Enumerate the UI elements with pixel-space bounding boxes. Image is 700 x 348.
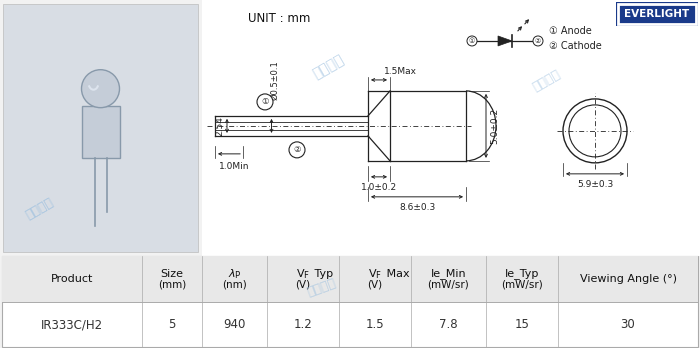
Text: λ: λ [228, 269, 235, 279]
Text: 1.0Min: 1.0Min [219, 162, 249, 171]
Circle shape [569, 105, 621, 157]
Text: V: V [298, 269, 304, 279]
Text: V: V [369, 269, 377, 279]
Bar [390, 91, 466, 161]
Circle shape [289, 142, 305, 158]
Text: UNIT : mm: UNIT : mm [248, 12, 310, 25]
Text: 1.5: 1.5 [365, 318, 384, 331]
Text: 5.9±0.3: 5.9±0.3 [577, 180, 613, 189]
Circle shape [533, 36, 543, 46]
Bar [616, 2, 698, 26]
Text: (V): (V) [368, 280, 383, 290]
Bar [2, 256, 698, 302]
Text: 超毅电子: 超毅电子 [530, 68, 563, 94]
Text: F: F [376, 271, 380, 280]
Text: (mm): (mm) [158, 280, 186, 290]
Bar [81, 106, 120, 158]
Text: Ie_Typ: Ie_Typ [505, 268, 539, 279]
Text: 1.0±0.2: 1.0±0.2 [361, 183, 397, 192]
Text: (mW/sr): (mW/sr) [428, 280, 470, 290]
Text: Product: Product [51, 274, 93, 284]
Bar [618, 4, 696, 24]
Text: IR333C/H2: IR333C/H2 [41, 318, 103, 331]
Polygon shape [498, 36, 512, 46]
Text: 超毅电子: 超毅电子 [310, 52, 346, 81]
Circle shape [81, 70, 120, 108]
Text: ①: ① [469, 38, 475, 44]
Text: Ie_Min: Ie_Min [430, 268, 466, 279]
Bar [3, 4, 198, 252]
Text: Viewing Angle (°): Viewing Angle (°) [580, 274, 676, 284]
Text: ①: ① [261, 97, 269, 106]
Text: (mW/sr): (mW/sr) [501, 280, 543, 290]
Text: 5: 5 [168, 318, 176, 331]
Text: Typ: Typ [311, 269, 333, 279]
Circle shape [467, 36, 477, 46]
Text: 1.2: 1.2 [293, 318, 312, 331]
Text: 7.8: 7.8 [439, 318, 458, 331]
Text: ① Anode: ① Anode [549, 26, 592, 36]
Text: 2.54: 2.54 [215, 116, 224, 136]
Bar [202, 0, 700, 256]
Text: Size: Size [160, 269, 183, 279]
Text: 8.6±0.3: 8.6±0.3 [399, 203, 435, 212]
Text: EVERLIGHT: EVERLIGHT [624, 9, 690, 19]
Text: P: P [234, 271, 239, 280]
Text: Ø0.5±0.1: Ø0.5±0.1 [270, 60, 279, 100]
Text: 1.5Max: 1.5Max [384, 67, 417, 76]
Text: (nm): (nm) [222, 280, 247, 290]
Text: 超毅电子: 超毅电子 [23, 196, 55, 222]
Text: ② Cathode: ② Cathode [549, 41, 602, 51]
Text: 超毅电子: 超毅电子 [305, 276, 337, 299]
Text: 5.0±0.2: 5.0±0.2 [490, 108, 499, 144]
Text: 30: 30 [621, 318, 636, 331]
Text: ②: ② [293, 145, 301, 155]
Text: Max: Max [383, 269, 410, 279]
Text: (V): (V) [295, 280, 311, 290]
Circle shape [257, 94, 273, 110]
Text: 15: 15 [514, 318, 529, 331]
Text: 940: 940 [223, 318, 246, 331]
Circle shape [563, 99, 627, 163]
Text: F: F [304, 271, 309, 280]
Text: ②: ② [535, 38, 541, 44]
